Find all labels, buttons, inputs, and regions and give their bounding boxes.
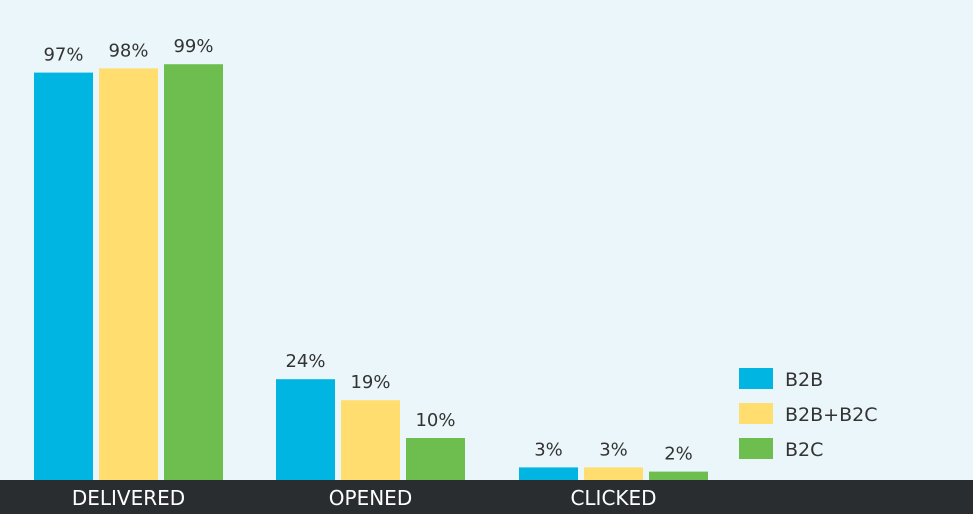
category-axis-band [0,480,973,514]
legend-swatch-b2c [739,438,773,459]
bar-opened-b2c [406,438,465,480]
bar-delivered-b2b-plus-b2c [99,68,158,481]
bar-delivered-b2b [34,72,93,480]
value-label: 2% [664,444,693,465]
value-labels-group: 97% 98% 99% 24% 19% 10% 3% 3% 2% [43,36,692,464]
legend-swatch-b2b-plus-b2c [739,403,773,424]
bar-delivered-b2c [164,64,223,480]
value-label: 10% [415,410,455,431]
bar-opened-b2b-plus-b2c [341,400,400,480]
category-labels-group: DELIVERED OPENED CLICKED [72,486,657,510]
legend-swatch-b2b [739,368,773,389]
value-label: 99% [173,36,213,57]
bar-clicked-b2b [519,467,578,480]
category-label-clicked: CLICKED [570,486,656,510]
value-label: 3% [599,439,628,460]
category-label-opened: OPENED [329,486,412,510]
legend-label: B2B+B2C [785,404,877,426]
value-label: 3% [534,439,563,460]
category-label-delivered: DELIVERED [72,486,185,510]
legend-label: B2C [785,439,823,461]
bar-clicked-b2c [649,471,708,480]
legend-label: B2B [785,369,823,391]
legend: B2B B2B+B2C B2C [739,368,877,461]
bar-opened-b2b [276,379,335,480]
value-label: 19% [350,372,390,393]
value-label: 98% [108,40,148,61]
bars-group [34,64,708,481]
value-label: 24% [285,351,325,372]
bar-clicked-b2b-plus-b2c [584,467,643,480]
value-label: 97% [43,45,83,66]
